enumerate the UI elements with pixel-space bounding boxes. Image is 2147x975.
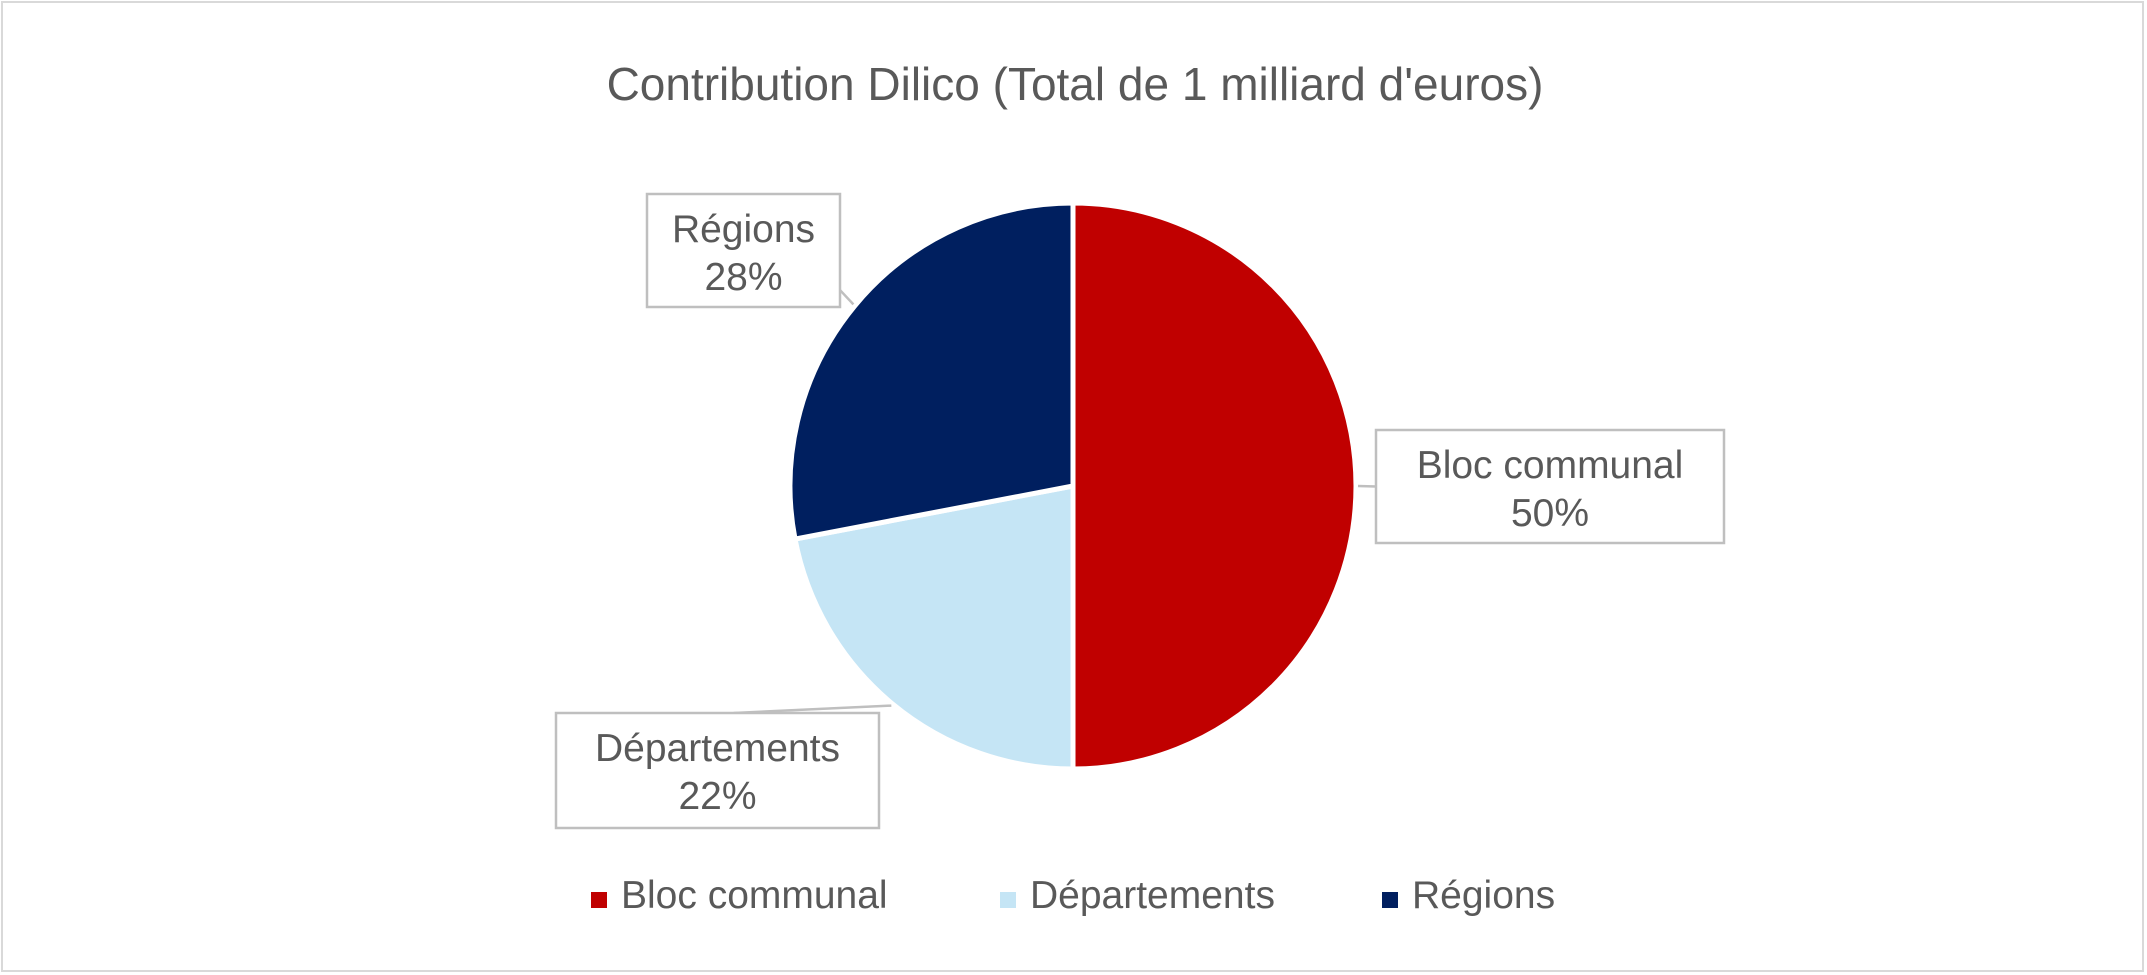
data-label-value: 22% (678, 775, 756, 818)
data-label-value: 28% (704, 256, 782, 299)
data-label-category: Départements (595, 727, 840, 770)
data-label-box (1374, 428, 1726, 545)
pie-slice-bloc-communal (1070, 200, 1359, 772)
leader-line (1357, 484, 1377, 488)
legend-label: Bloc communal (621, 874, 888, 917)
legend-item-departements: Départements (1000, 874, 1275, 917)
leader-line (839, 289, 855, 306)
legend-label: Départements (1030, 874, 1275, 917)
legend-swatch (1000, 892, 1016, 908)
data-label-box (554, 711, 881, 830)
legend-label: Régions (1412, 874, 1555, 917)
data-label-regions: Régions 28% (645, 192, 855, 309)
chart-title: Contribution Dilico (Total de 1 milliard… (607, 58, 1544, 110)
pie-slice-departements (792, 483, 1076, 772)
legend-item-bloc-communal: Bloc communal (591, 874, 888, 917)
legend-swatch (1382, 892, 1398, 908)
legend: Bloc communal Départements Régions (591, 874, 1555, 917)
data-label-bloc-communal: Bloc communal 50% (1357, 428, 1726, 545)
data-label-category: Régions (672, 208, 815, 251)
legend-swatch (591, 892, 607, 908)
data-label-box (645, 192, 842, 309)
data-label-departements: Départements 22% (554, 704, 892, 830)
data-label-value: 50% (1511, 492, 1589, 535)
pie-slice-regions (787, 200, 1076, 542)
legend-item-regions: Régions (1382, 874, 1555, 917)
data-label-callouts: Bloc communal 50% Départements 22% Régions 28… (554, 192, 1726, 830)
pie-slices (787, 200, 1359, 772)
data-label-category: Bloc communal (1417, 444, 1684, 487)
